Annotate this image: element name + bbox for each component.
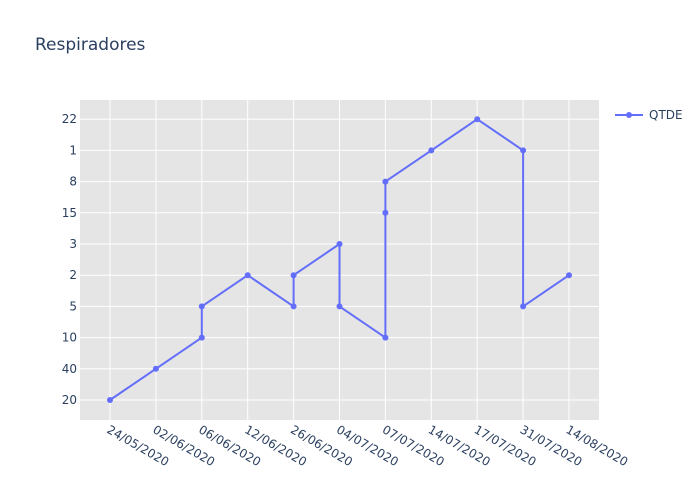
y-tick-label: 1	[69, 143, 77, 157]
data-point[interactable]	[198, 303, 205, 310]
legend-marker	[626, 112, 632, 118]
y-tick-label: 40	[62, 362, 77, 376]
data-point[interactable]	[290, 272, 297, 279]
data-point[interactable]	[244, 272, 251, 279]
legend-label-qtde: QTDE	[649, 108, 683, 122]
data-point[interactable]	[336, 241, 343, 247]
y-tick-label: 5	[69, 299, 77, 313]
grid-lines	[80, 100, 599, 420]
chart-title: Respiradores	[35, 35, 146, 55]
data-point[interactable]	[566, 272, 572, 279]
data-point[interactable]	[428, 147, 435, 154]
y-tick-label: 3	[69, 237, 77, 251]
y-tick-label: 2	[69, 268, 77, 282]
series-qtde	[107, 116, 572, 403]
y-tick-label: 20	[62, 393, 77, 407]
data-point[interactable]	[382, 209, 389, 216]
data-point[interactable]	[382, 334, 389, 341]
data-point[interactable]	[520, 147, 527, 154]
data-point[interactable]	[336, 303, 343, 310]
data-point[interactable]	[290, 303, 297, 310]
y-tick-label: 8	[69, 175, 77, 189]
data-point[interactable]	[198, 334, 205, 341]
data-point[interactable]	[474, 116, 481, 123]
data-point[interactable]	[107, 397, 113, 403]
x-axis-ticks: 24/05/202002/06/202006/06/202012/06/2020…	[105, 422, 631, 469]
y-tick-label: 22	[62, 112, 77, 126]
data-point[interactable]	[382, 178, 389, 185]
data-point[interactable]	[152, 365, 159, 372]
y-tick-label: 10	[62, 331, 77, 345]
y-tick-label: 15	[62, 206, 77, 220]
y-axis-ticks: 20 40 10 5 2 3 15 8 1 22	[62, 112, 77, 407]
data-point[interactable]	[520, 303, 527, 310]
legend[interactable]: QTDE	[615, 108, 683, 122]
